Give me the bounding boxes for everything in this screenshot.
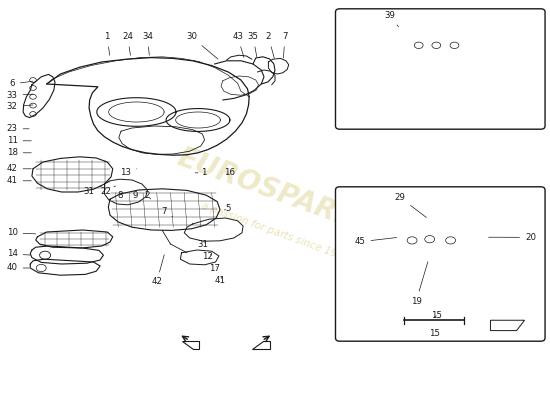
Text: 40: 40 xyxy=(7,264,29,272)
Text: 9: 9 xyxy=(132,192,140,200)
Text: 23: 23 xyxy=(7,124,29,133)
Text: 34: 34 xyxy=(142,32,153,55)
Text: 14: 14 xyxy=(7,250,30,258)
Text: 7: 7 xyxy=(161,208,173,217)
Polygon shape xyxy=(252,341,270,349)
FancyBboxPatch shape xyxy=(336,187,545,341)
Text: 11: 11 xyxy=(7,136,31,145)
Text: 35: 35 xyxy=(248,32,258,57)
Text: 29: 29 xyxy=(395,193,426,218)
Text: EUROSPARES: EUROSPARES xyxy=(173,144,377,240)
Text: 8: 8 xyxy=(117,192,123,200)
Text: 30: 30 xyxy=(186,32,218,59)
Text: 12: 12 xyxy=(202,252,213,261)
Text: 5: 5 xyxy=(224,204,231,213)
Text: 32: 32 xyxy=(7,102,33,111)
Text: 20: 20 xyxy=(488,233,536,242)
Text: 13: 13 xyxy=(120,168,136,177)
Text: 18: 18 xyxy=(7,148,31,157)
Text: 33: 33 xyxy=(7,91,33,100)
Text: 31: 31 xyxy=(197,240,208,249)
Text: 42: 42 xyxy=(151,255,164,286)
Text: 2: 2 xyxy=(266,32,274,58)
Text: 45: 45 xyxy=(354,237,397,246)
Text: 31: 31 xyxy=(84,186,102,196)
Text: a passion for parts since 1985: a passion for parts since 1985 xyxy=(200,200,350,264)
Text: 7: 7 xyxy=(282,32,288,58)
Text: 16: 16 xyxy=(224,168,235,177)
Text: 10: 10 xyxy=(7,228,36,237)
FancyBboxPatch shape xyxy=(336,9,545,129)
Text: 19: 19 xyxy=(411,262,428,306)
Text: 6: 6 xyxy=(9,80,33,88)
Text: 41: 41 xyxy=(7,176,31,185)
Text: 42: 42 xyxy=(7,164,31,173)
Text: 17: 17 xyxy=(209,264,220,273)
Text: 2: 2 xyxy=(145,192,151,200)
Text: 15: 15 xyxy=(431,311,442,320)
Text: 24: 24 xyxy=(122,32,133,55)
Text: 15: 15 xyxy=(429,329,440,338)
Text: 41: 41 xyxy=(214,276,225,285)
Text: 1: 1 xyxy=(104,32,110,55)
Text: 39: 39 xyxy=(384,11,399,27)
Text: 43: 43 xyxy=(232,32,244,57)
Polygon shape xyxy=(491,320,525,330)
Polygon shape xyxy=(182,341,199,349)
Text: 1: 1 xyxy=(195,168,206,177)
Text: 22: 22 xyxy=(100,186,116,196)
